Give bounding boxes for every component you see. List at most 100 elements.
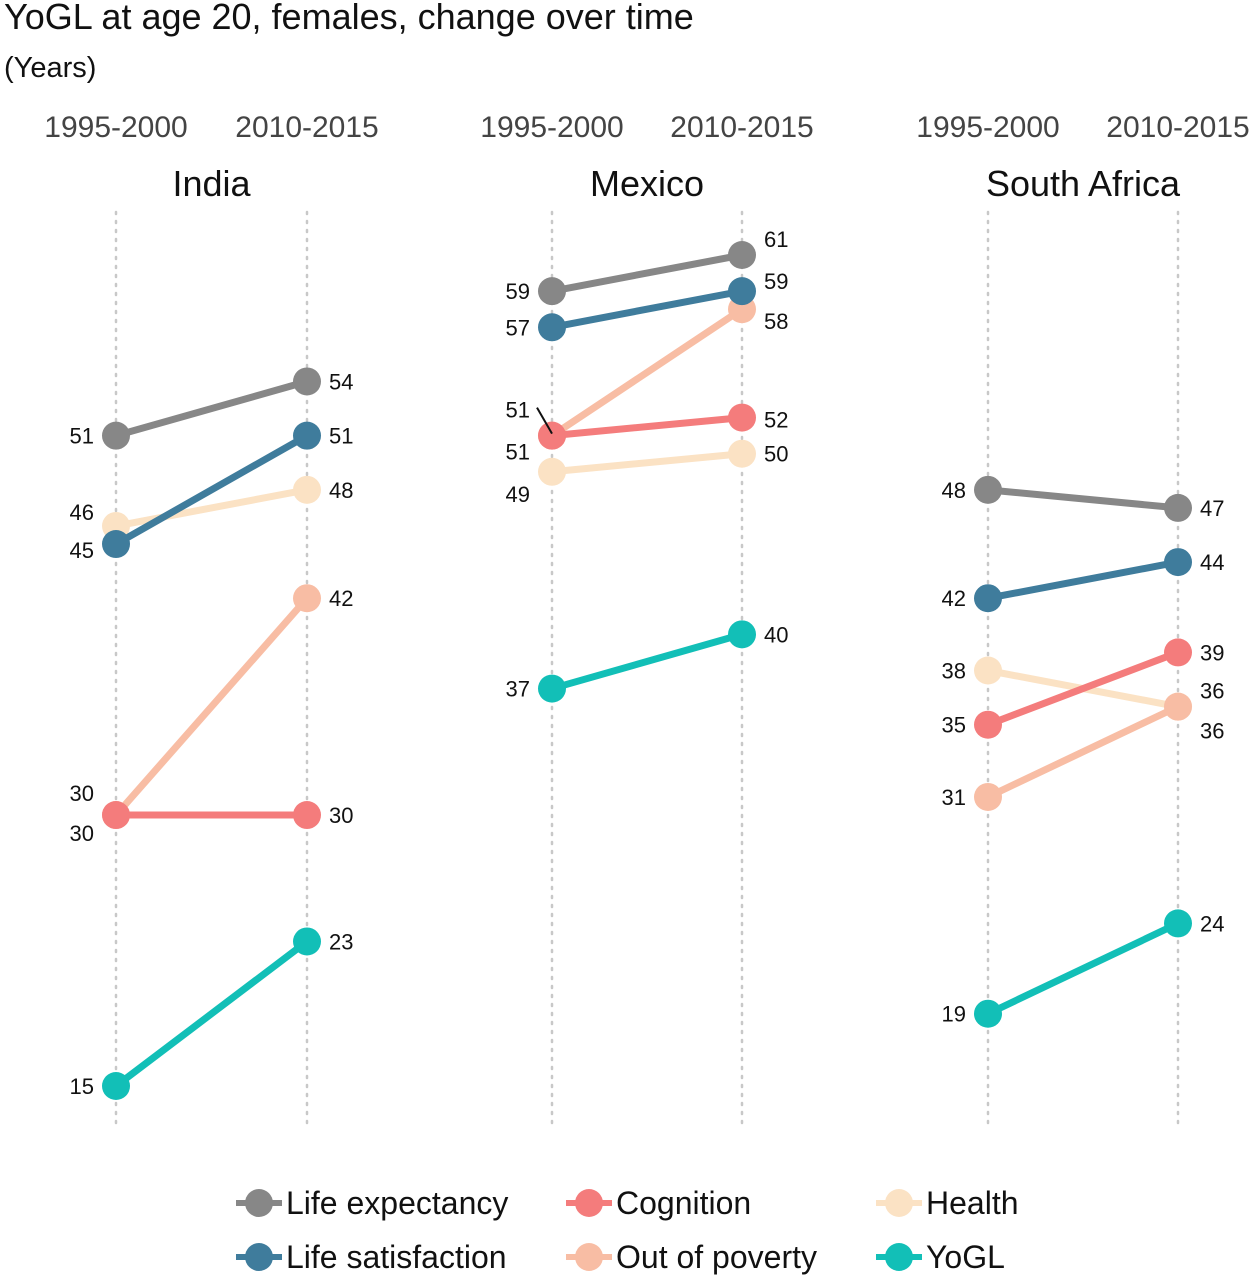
value-label-yogl-start: 19 xyxy=(942,1002,966,1027)
value-label-life-satisfaction-end: 44 xyxy=(1200,550,1224,575)
legend-label-life-satisfaction: Life satisfaction xyxy=(286,1238,507,1275)
point-cognition-end xyxy=(728,403,756,432)
value-label-life-expectancy-start: 59 xyxy=(506,279,530,304)
value-label-life-satisfaction-start: 57 xyxy=(506,315,530,340)
point-life-expectancy-start xyxy=(538,277,566,306)
legend-item-cognition: Cognition xyxy=(566,1180,751,1226)
point-cognition-end xyxy=(293,801,321,830)
point-cognition-start xyxy=(102,801,130,830)
series-line-out-of-poverty xyxy=(112,594,311,819)
point-life-satisfaction-end xyxy=(293,421,321,450)
point-out-of-poverty-end xyxy=(293,584,321,613)
value-label-health-end: 48 xyxy=(329,478,353,503)
legend-key-out-of-poverty xyxy=(566,1234,612,1280)
point-life-expectancy-end xyxy=(728,241,756,269)
series-line-out-of-poverty xyxy=(548,305,746,440)
legend-label-health: Health xyxy=(926,1184,1019,1221)
value-label-health-start: 46 xyxy=(70,500,94,525)
legend-item-yogl: YoGL xyxy=(876,1234,1005,1280)
value-label-out-of-poverty-start: 51 xyxy=(506,398,530,423)
panel-south-africa: 1995-2000 2010-2015 South Africa 48 47 42 44 35… xyxy=(916,111,1250,1130)
panel-title: India xyxy=(172,163,251,204)
series-line-life-satisfaction xyxy=(548,287,746,331)
series-line-cognition xyxy=(548,414,746,440)
value-label-cognition-start: 51 xyxy=(506,440,530,465)
period-label: 1995-2000 xyxy=(916,111,1059,144)
value-label-life-satisfaction-start: 42 xyxy=(942,586,966,611)
value-label-life-satisfaction-end: 51 xyxy=(329,424,353,449)
period-label: 2010-2015 xyxy=(670,111,813,144)
series-line-health xyxy=(112,486,311,530)
chart-title: YoGL at age 20, females, change over tim… xyxy=(4,0,694,37)
point-health-end xyxy=(728,439,756,468)
point-yogl-end xyxy=(728,620,756,649)
series-line-yogl xyxy=(112,937,311,1090)
point-cognition-end xyxy=(1164,638,1192,667)
series-line-life-expectancy xyxy=(112,377,311,440)
value-label-life-expectancy-end: 47 xyxy=(1200,496,1224,521)
value-label-yogl-end: 40 xyxy=(764,622,788,647)
value-label-yogl-start: 15 xyxy=(70,1074,94,1099)
value-label-out-of-poverty-end: 42 xyxy=(329,586,353,611)
value-label-cognition-end: 30 xyxy=(329,803,353,828)
series-line-health xyxy=(548,450,746,476)
legend-label-yogl: YoGL xyxy=(926,1238,1005,1275)
point-health-end xyxy=(293,475,321,504)
point-life-expectancy-start xyxy=(974,475,1002,504)
point-cognition-start xyxy=(538,421,566,450)
value-label-yogl-end: 24 xyxy=(1200,911,1224,936)
panel-india: 1995-2000 2010-2015 India 51 54 45 51 30 30 30 42 4… xyxy=(44,111,379,1130)
series-line-yogl xyxy=(548,630,746,693)
point-out-of-poverty-end xyxy=(1164,692,1192,721)
series-line-yogl xyxy=(984,919,1182,1018)
value-label-out-of-poverty-end: 36 xyxy=(1200,679,1224,704)
value-label-health-start: 49 xyxy=(506,482,530,507)
point-out-of-poverty-start xyxy=(974,782,1002,811)
point-life-expectancy-end xyxy=(293,367,321,396)
value-label-life-satisfaction-end: 59 xyxy=(764,269,788,294)
value-label-life-expectancy-start: 48 xyxy=(942,478,966,503)
value-label-life-expectancy-end: 54 xyxy=(329,369,353,394)
legend-key-life-expectancy xyxy=(236,1180,282,1226)
point-yogl-start xyxy=(974,999,1002,1028)
series-line-life-satisfaction xyxy=(112,432,311,548)
value-label-life-satisfaction-start: 45 xyxy=(70,538,94,563)
period-label: 2010-2015 xyxy=(1106,111,1249,144)
point-cognition-start xyxy=(974,710,1002,739)
value-label-out-of-poverty-start: 30 xyxy=(70,781,94,806)
point-health-start xyxy=(974,656,1002,685)
point-life-satisfaction-start xyxy=(538,313,566,342)
series-line-life-expectancy xyxy=(984,486,1182,512)
panel-title: South Africa xyxy=(986,163,1181,204)
legend-key-cognition xyxy=(566,1180,612,1226)
period-label: 1995-2000 xyxy=(480,111,623,144)
value-label-out-of-poverty-start: 31 xyxy=(942,785,966,810)
point-life-satisfaction-end xyxy=(1164,548,1192,577)
value-label-yogl-start: 37 xyxy=(506,677,530,702)
value-label-out-of-poverty-end: 58 xyxy=(764,309,788,334)
legend-key-life-satisfaction xyxy=(236,1234,282,1280)
legend-item-out-of-poverty: Out of poverty xyxy=(566,1234,817,1280)
period-label: 1995-2000 xyxy=(44,111,187,144)
point-life-expectancy-start xyxy=(102,421,130,450)
value-label-cognition-end: 39 xyxy=(1200,640,1224,665)
value-label-cognition-start: 30 xyxy=(70,821,94,846)
leader-line xyxy=(536,407,553,435)
point-yogl-end xyxy=(293,927,321,956)
slope-chart: 1995-2000 2010-2015 India 51 54 45 51 30 30 30 42 4… xyxy=(44,111,1250,1130)
chart-subtitle: (Years) xyxy=(4,52,97,84)
period-label: 2010-2015 xyxy=(235,111,378,144)
value-label-cognition-start: 35 xyxy=(942,713,966,738)
legend-item-life-satisfaction: Life satisfaction xyxy=(236,1234,507,1280)
value-label-cognition-end: 52 xyxy=(764,408,788,433)
point-life-satisfaction-end xyxy=(728,277,756,306)
series-line-life-expectancy xyxy=(548,251,746,295)
value-label-health-end: 50 xyxy=(764,442,788,467)
panel-title: Mexico xyxy=(590,163,704,204)
value-label-health-start: 38 xyxy=(942,659,966,684)
legend-key-yogl xyxy=(876,1234,922,1280)
value-label-life-expectancy-start: 51 xyxy=(70,424,94,449)
point-yogl-start xyxy=(538,674,566,703)
series-line-life-satisfaction xyxy=(984,558,1182,602)
legend: Life expectancy Cognition Health Life sa… xyxy=(236,1180,1056,1280)
